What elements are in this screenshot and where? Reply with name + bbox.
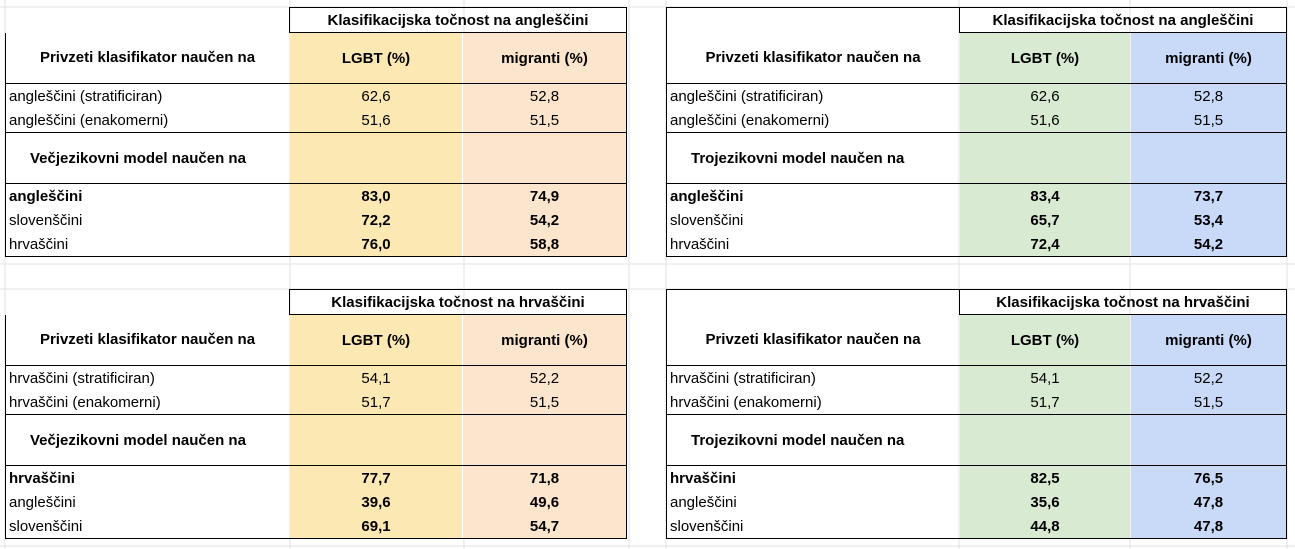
section-label: Večjezikovni model naučen na xyxy=(5,132,290,184)
cell-empty xyxy=(1130,132,1287,184)
table-title: Klasifikacijska točnost na hrvaščini xyxy=(959,289,1287,315)
table-title: Klasifikacijska točnost na hrvaščini xyxy=(289,289,627,315)
cell-migranti: 47,8 xyxy=(1130,514,1287,539)
row-label: hrvaščini xyxy=(666,465,960,490)
row-label: hrvaščini (enakomerni) xyxy=(5,390,290,415)
cell-lgbt: 51,7 xyxy=(289,390,463,415)
baseline-header-label: Privzeti klasifikator naučen na xyxy=(666,32,960,84)
cell-lgbt: 76,0 xyxy=(289,232,463,257)
row-label: angleščini xyxy=(666,490,960,514)
cell-empty xyxy=(959,132,1131,184)
baseline-header-label: Privzeti klasifikator naučen na xyxy=(5,32,290,84)
cell-migranti: 47,8 xyxy=(1130,490,1287,514)
cell-empty xyxy=(289,414,463,466)
row-label: slovenščini xyxy=(666,208,960,232)
table-title: Klasifikacijska točnost na angleščini xyxy=(289,7,627,33)
cell-lgbt: 83,0 xyxy=(289,183,463,208)
cell-migranti: 52,2 xyxy=(1130,365,1287,390)
cell-lgbt: 83,4 xyxy=(959,183,1131,208)
cell-migranti: 53,4 xyxy=(1130,208,1287,232)
cell-empty xyxy=(289,132,463,184)
cell-migranti: 51,5 xyxy=(462,108,627,133)
cell-migranti: 51,5 xyxy=(1130,108,1287,133)
row-label: angleščini xyxy=(5,183,290,208)
cell-lgbt: 82,5 xyxy=(959,465,1131,490)
column-header-migranti: migranti (%) xyxy=(1130,32,1287,84)
cell-empty xyxy=(462,414,627,466)
column-header-lgbt: LGBT (%) xyxy=(959,32,1131,84)
cell-lgbt: 51,6 xyxy=(959,108,1131,133)
cell-empty xyxy=(1130,414,1287,466)
cell-lgbt: 62,6 xyxy=(959,83,1131,108)
cell-migranti: 54,2 xyxy=(1130,232,1287,257)
cell-migranti: 51,5 xyxy=(1130,390,1287,415)
cell-lgbt: 39,6 xyxy=(289,490,463,514)
cell-lgbt: 44,8 xyxy=(959,514,1131,539)
row-label: hrvaščini xyxy=(5,232,290,257)
cell-migranti: 49,6 xyxy=(462,490,627,514)
cell-migranti: 54,7 xyxy=(462,514,627,539)
cell-lgbt: 51,6 xyxy=(289,108,463,133)
row-label: hrvaščini xyxy=(666,232,960,257)
cell-migranti: 51,5 xyxy=(462,390,627,415)
cell-lgbt: 51,7 xyxy=(959,390,1131,415)
row-label: slovenščini xyxy=(5,514,290,539)
column-header-lgbt: LGBT (%) xyxy=(289,314,463,366)
cell-migranti: 52,2 xyxy=(462,365,627,390)
row-label: slovenščini xyxy=(666,514,960,539)
cell-empty xyxy=(462,132,627,184)
results-table-croatian-trilingual: Klasifikacijska točnost na hrvaščini Pri… xyxy=(666,289,1287,539)
cell-lgbt: 62,6 xyxy=(289,83,463,108)
results-table-english-multilingual: Klasifikacijska točnost na angleščini Pr… xyxy=(5,7,627,257)
column-header-lgbt: LGBT (%) xyxy=(289,32,463,84)
cell-migranti: 52,8 xyxy=(462,83,627,108)
row-label: angleščini (stratificiran) xyxy=(5,83,290,108)
section-label: Večjezikovni model naučen na xyxy=(5,414,290,466)
cell-lgbt: 72,4 xyxy=(959,232,1131,257)
cell-migranti: 54,2 xyxy=(462,208,627,232)
cell-lgbt: 65,7 xyxy=(959,208,1131,232)
column-header-migranti: migranti (%) xyxy=(462,314,627,366)
row-label: hrvaščini (stratificiran) xyxy=(5,365,290,390)
cell-migranti: 52,8 xyxy=(1130,83,1287,108)
row-label: angleščini (enakomerni) xyxy=(666,108,960,133)
table-title: Klasifikacijska točnost na angleščini xyxy=(959,7,1287,33)
column-header-migranti: migranti (%) xyxy=(1130,314,1287,366)
cell-migranti: 73,7 xyxy=(1130,183,1287,208)
cell-migranti: 58,8 xyxy=(462,232,627,257)
row-label: hrvaščini xyxy=(5,465,290,490)
cell-migranti: 71,8 xyxy=(462,465,627,490)
row-label: angleščini (stratificiran) xyxy=(666,83,960,108)
cell-lgbt: 35,6 xyxy=(959,490,1131,514)
results-table-croatian-multilingual: Klasifikacijska točnost na hrvaščini Pri… xyxy=(5,289,627,539)
cell-migranti: 76,5 xyxy=(1130,465,1287,490)
section-label: Trojezikovni model naučen na xyxy=(666,132,960,184)
cell-lgbt: 77,7 xyxy=(289,465,463,490)
cell-lgbt: 54,1 xyxy=(289,365,463,390)
baseline-header-label: Privzeti klasifikator naučen na xyxy=(5,314,290,366)
row-label: hrvaščini (enakomerni) xyxy=(666,390,960,415)
baseline-header-label: Privzeti klasifikator naučen na xyxy=(666,314,960,366)
row-label: angleščini (enakomerni) xyxy=(5,108,290,133)
cell-lgbt: 54,1 xyxy=(959,365,1131,390)
row-label: hrvaščini (stratificiran) xyxy=(666,365,960,390)
section-label: Trojezikovni model naučen na xyxy=(666,414,960,466)
results-table-english-trilingual: Klasifikacijska točnost na angleščini Pr… xyxy=(666,7,1287,257)
cell-lgbt: 69,1 xyxy=(289,514,463,539)
row-label: slovenščini xyxy=(5,208,290,232)
column-header-lgbt: LGBT (%) xyxy=(959,314,1131,366)
cell-migranti: 74,9 xyxy=(462,183,627,208)
row-label: angleščini xyxy=(666,183,960,208)
row-label: angleščini xyxy=(5,490,290,514)
cell-lgbt: 72,2 xyxy=(289,208,463,232)
cell-empty xyxy=(959,414,1131,466)
column-header-migranti: migranti (%) xyxy=(462,32,627,84)
